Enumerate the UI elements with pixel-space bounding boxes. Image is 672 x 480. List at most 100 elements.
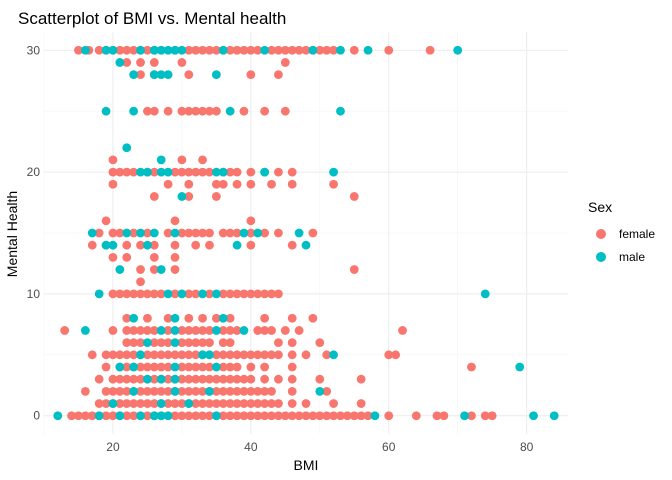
- point-female: [122, 326, 132, 335]
- point-female: [308, 313, 318, 323]
- point-female: [205, 374, 214, 384]
- y-axis-title: Mental Health: [4, 191, 20, 277]
- point-female: [218, 326, 228, 335]
- point-female: [274, 399, 283, 408]
- point-female: [205, 399, 214, 408]
- point-male: [53, 411, 63, 421]
- point-female: [308, 228, 318, 238]
- point-female: [184, 350, 194, 360]
- point-female: [225, 326, 235, 335]
- point-female: [232, 362, 242, 372]
- point-female: [122, 350, 132, 360]
- point-male: [136, 350, 145, 360]
- point-female: [156, 338, 166, 348]
- point-male: [260, 45, 270, 55]
- point-female: [211, 399, 221, 408]
- point-male: [115, 411, 125, 421]
- point-female: [149, 167, 159, 177]
- point-male: [163, 167, 173, 177]
- point-male: [239, 326, 249, 335]
- point-female: [205, 240, 214, 250]
- legend: Sex female male: [588, 199, 655, 264]
- point-female: [280, 326, 290, 335]
- point-female: [211, 350, 221, 360]
- point-female: [205, 411, 214, 421]
- point-female: [115, 45, 125, 55]
- point-female: [287, 411, 297, 421]
- point-female: [156, 362, 166, 372]
- point-female: [246, 350, 256, 360]
- point-female: [205, 289, 214, 299]
- point-male: [170, 338, 180, 348]
- x-tick-label: 20: [106, 440, 120, 454]
- point-female: [129, 289, 139, 299]
- point-female: [239, 45, 249, 55]
- point-female: [149, 374, 159, 384]
- point-female: [218, 399, 228, 408]
- point-female: [218, 362, 228, 372]
- point-female: [329, 399, 338, 408]
- point-female: [294, 326, 304, 335]
- point-female: [274, 289, 283, 299]
- point-male: [136, 411, 145, 421]
- point-male: [225, 106, 235, 116]
- point-female: [239, 350, 249, 360]
- point-female: [301, 399, 311, 408]
- point-female: [177, 155, 187, 165]
- point-female: [225, 362, 235, 372]
- point-male: [163, 45, 173, 55]
- point-female: [129, 350, 139, 360]
- point-female: [184, 45, 194, 55]
- point-female: [163, 350, 173, 360]
- point-female: [115, 399, 125, 408]
- point-female: [246, 167, 256, 177]
- point-female: [211, 313, 221, 323]
- point-male: [211, 326, 221, 335]
- point-female: [149, 386, 159, 396]
- point-female: [122, 313, 132, 323]
- point-female: [225, 45, 235, 55]
- point-female: [260, 106, 270, 116]
- point-female: [246, 45, 256, 55]
- legend-swatch-male: [596, 252, 606, 262]
- point-female: [315, 45, 325, 55]
- point-male: [87, 228, 97, 238]
- point-female: [191, 386, 201, 396]
- point-female: [191, 350, 201, 360]
- point-male: [156, 374, 166, 384]
- point-female: [432, 411, 442, 421]
- point-female: [170, 216, 180, 226]
- point-female: [115, 167, 125, 177]
- point-female: [287, 386, 297, 396]
- point-female: [246, 411, 256, 421]
- point-female: [115, 350, 125, 360]
- point-female: [143, 313, 152, 323]
- point-female: [467, 362, 476, 372]
- point-female: [225, 350, 235, 360]
- point-female: [143, 326, 152, 335]
- point-female: [411, 411, 421, 421]
- point-female: [129, 326, 139, 335]
- point-male: [101, 45, 111, 55]
- point-male: [156, 411, 166, 421]
- point-female: [184, 228, 194, 238]
- point-female: [329, 411, 338, 421]
- point-female: [398, 326, 407, 335]
- point-female: [108, 167, 118, 177]
- point-male: [260, 167, 270, 177]
- point-female: [94, 45, 104, 55]
- point-female: [101, 399, 111, 408]
- point-female: [232, 350, 242, 360]
- point-female: [170, 411, 180, 421]
- point-female: [218, 374, 228, 384]
- point-female: [156, 350, 166, 360]
- point-female: [191, 374, 201, 384]
- point-female: [149, 192, 159, 201]
- point-female: [260, 228, 270, 238]
- point-male: [177, 45, 187, 55]
- point-male: [211, 411, 221, 421]
- point-male: [156, 326, 166, 335]
- point-female: [198, 386, 207, 396]
- point-female: [94, 374, 104, 384]
- point-female: [211, 386, 221, 396]
